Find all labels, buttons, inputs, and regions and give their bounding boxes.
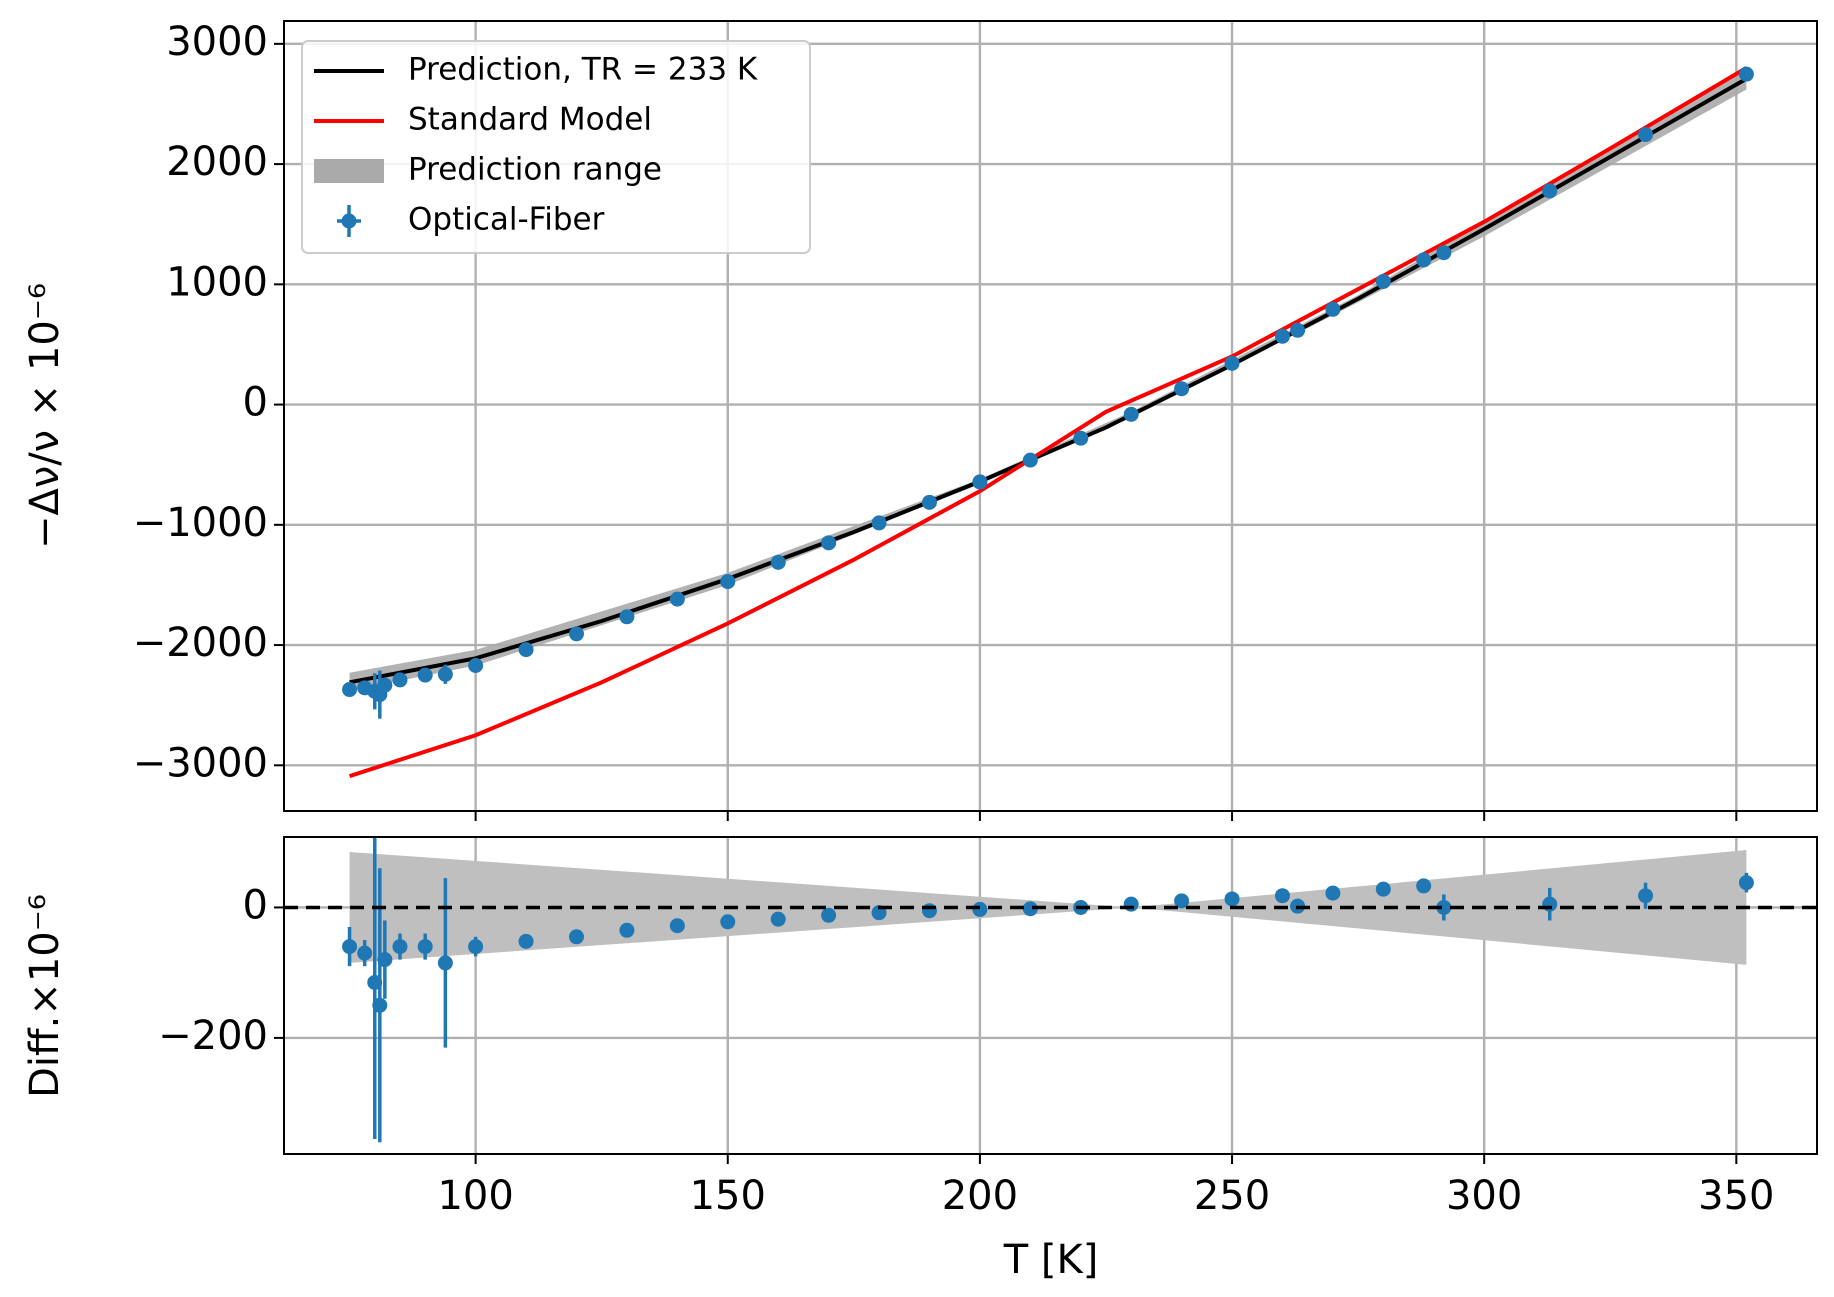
line	[348, 66, 1748, 779]
point	[720, 574, 736, 590]
point	[1738, 66, 1754, 82]
axes-frame	[283, 836, 1818, 1155]
point	[972, 901, 988, 917]
legend-label: Optical-Fiber	[408, 202, 605, 238]
point	[1224, 355, 1240, 371]
point	[392, 672, 408, 688]
x-tick-label: 250	[1194, 1173, 1270, 1219]
plot-area	[342, 837, 1754, 1143]
point	[1325, 885, 1341, 901]
point	[1375, 881, 1391, 897]
point	[1738, 875, 1754, 891]
point	[1542, 183, 1558, 199]
point	[372, 997, 388, 1013]
point	[377, 952, 393, 968]
point	[377, 677, 393, 693]
point	[821, 907, 837, 923]
legend-label: Prediction, TR = 233 K	[408, 52, 758, 88]
point	[468, 658, 484, 674]
point	[568, 626, 584, 642]
y-tick-label: −200	[158, 1013, 268, 1059]
y-axis-label: Diff.×10⁻⁶	[22, 894, 68, 1098]
y-tick-label: 0	[243, 882, 268, 928]
point	[770, 554, 786, 570]
point	[1174, 381, 1190, 397]
x-tick-label: 300	[1446, 1173, 1522, 1219]
legend-label: Prediction range	[408, 152, 662, 188]
point	[1274, 888, 1290, 904]
point	[437, 666, 453, 682]
y-tick-label: 3000	[166, 19, 268, 65]
legend-swatch	[314, 159, 384, 183]
axes-frame	[283, 20, 1818, 812]
y-tick-label: 2000	[166, 139, 268, 185]
point	[1290, 322, 1306, 338]
x-tick-label: 150	[690, 1173, 766, 1219]
point	[1375, 273, 1391, 289]
point	[921, 494, 937, 510]
point	[1638, 888, 1654, 904]
point	[1123, 896, 1139, 912]
point	[1416, 878, 1432, 894]
point	[1022, 901, 1038, 917]
point	[1542, 896, 1558, 912]
x-axis-label: T [K]	[1003, 1237, 1099, 1283]
x-tick-label: 350	[1698, 1173, 1774, 1219]
point	[1638, 127, 1654, 143]
point	[921, 903, 937, 919]
point	[417, 667, 433, 683]
point	[1123, 406, 1139, 422]
point	[669, 591, 685, 607]
point	[518, 642, 534, 658]
point	[468, 939, 484, 955]
point	[821, 535, 837, 551]
legend-swatch	[341, 213, 357, 229]
point	[972, 474, 988, 490]
point	[568, 929, 584, 945]
point	[1224, 891, 1240, 907]
point	[342, 682, 358, 698]
point	[518, 933, 534, 949]
point	[720, 914, 736, 930]
x-tick-label: 200	[942, 1173, 1018, 1219]
point	[770, 911, 786, 927]
y-tick-label: −1000	[133, 500, 268, 546]
y-axis-label: −Δν/ν × 10⁻⁶	[22, 283, 68, 549]
point	[619, 609, 635, 625]
point	[669, 918, 685, 934]
y-tick-label: −3000	[133, 740, 268, 786]
point	[1174, 893, 1190, 909]
line	[349, 76, 1748, 685]
plot-area	[342, 66, 1754, 779]
x-tick-label: 100	[437, 1173, 513, 1219]
y-tick-label: 0	[243, 380, 268, 426]
point	[1416, 252, 1432, 268]
legend-box	[301, 40, 811, 254]
band	[349, 850, 1747, 965]
y-tick-label: −2000	[133, 620, 268, 666]
point	[1436, 245, 1452, 261]
legend-label: Standard Model	[408, 102, 652, 138]
point	[1274, 328, 1290, 344]
point	[1436, 899, 1452, 915]
point	[437, 955, 453, 971]
point	[1022, 452, 1038, 468]
point	[417, 939, 433, 955]
point	[619, 922, 635, 938]
point	[357, 945, 373, 961]
point	[871, 515, 887, 531]
point	[342, 939, 358, 955]
point	[1073, 430, 1089, 446]
point	[1325, 301, 1341, 317]
y-tick-label: 1000	[166, 259, 268, 305]
point	[392, 939, 408, 955]
